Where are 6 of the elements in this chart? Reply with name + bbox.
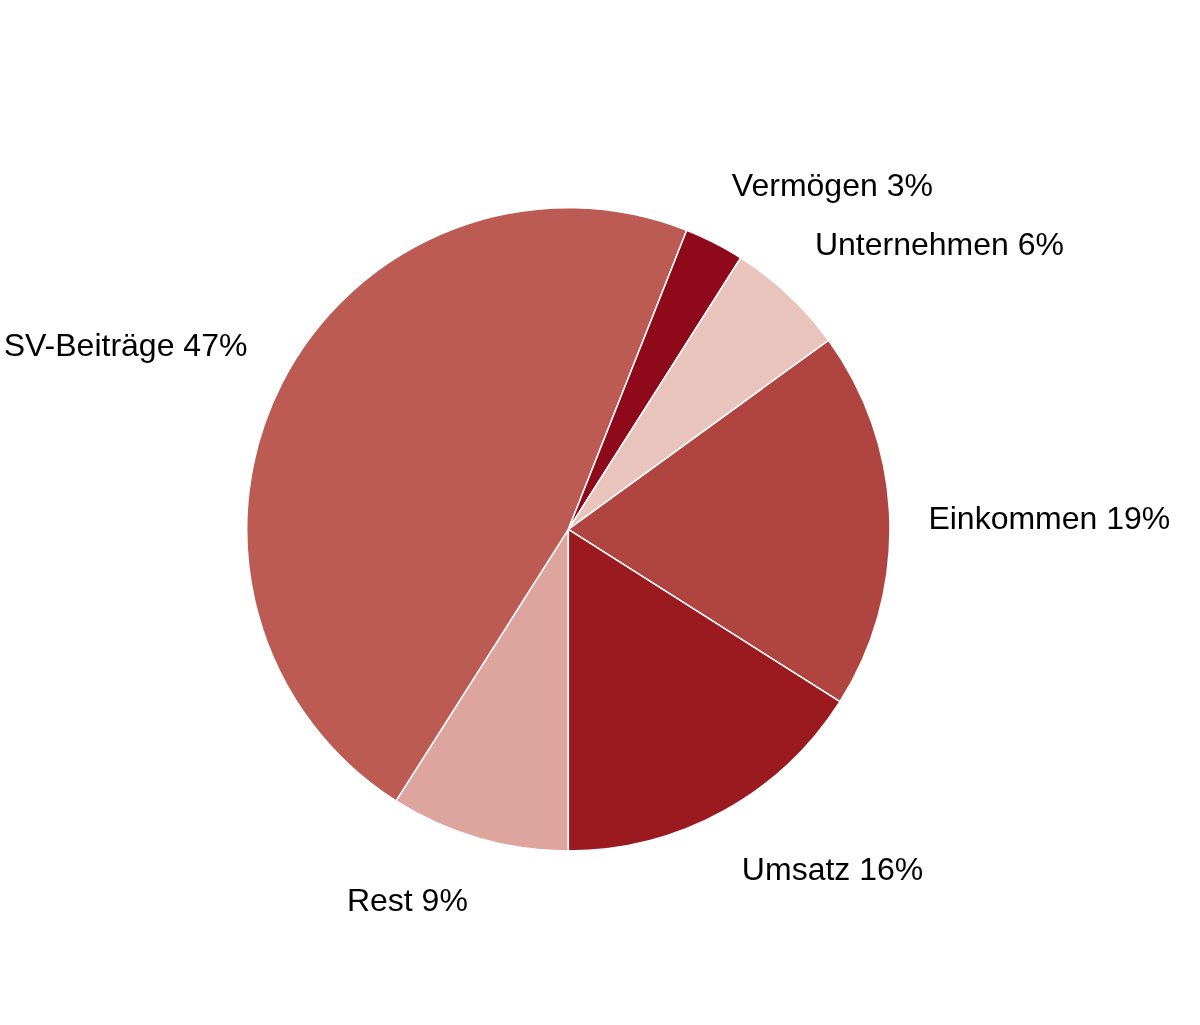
slice-label: Umsatz 16% xyxy=(741,850,924,887)
slice-label: SV-Beiträge 47% xyxy=(3,326,248,363)
slice-label: Einkommen 19% xyxy=(928,499,1171,536)
slice-label: Rest 9% xyxy=(346,881,468,918)
slice-label: Unternehmen 6% xyxy=(814,226,1064,263)
slice-label: Vermögen 3% xyxy=(731,166,933,203)
